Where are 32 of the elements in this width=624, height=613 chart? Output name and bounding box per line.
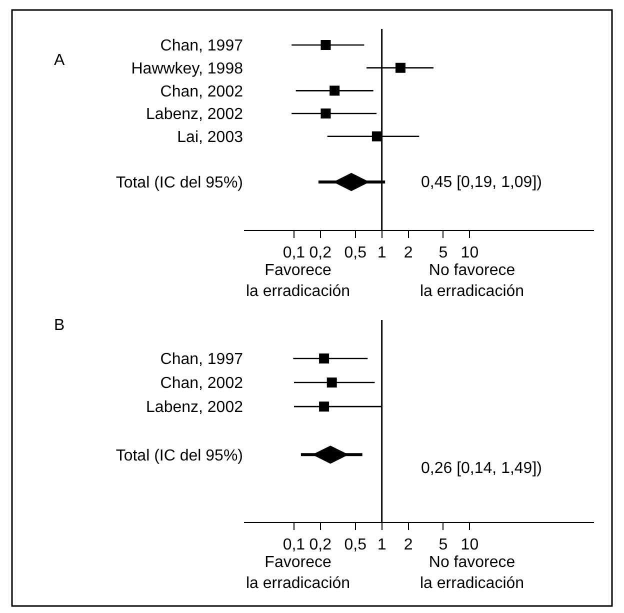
text: B <box>54 317 65 334</box>
y-tick-label: Chan, 2002 <box>160 83 244 100</box>
y-tick-label: Chan, 2002 <box>160 375 244 392</box>
x-tick-label: 0,5 <box>344 244 367 262</box>
x-tick-label: 5 <box>438 536 448 554</box>
x-tick-label: 0,2 <box>309 244 332 262</box>
x-tick-label: 1 <box>377 244 386 262</box>
x-tick-label: 0,1 <box>282 244 306 262</box>
annotation: 0,26 [0,14, 1,49]) <box>421 460 542 477</box>
y-tick-label: Chan, 1997 <box>160 351 244 368</box>
text: Favorece la erradicación <box>246 262 350 300</box>
x-tick-label: 10 <box>460 536 479 554</box>
text: Favorece la erradicación <box>246 554 350 592</box>
text: No favorece la erradicación <box>420 262 524 300</box>
x-tick-label: 5 <box>438 244 448 262</box>
y-tick-label: Total (IC del 95%) <box>116 447 243 464</box>
x-tick-label: 1 <box>377 536 386 554</box>
y-tick-label: Hawwkey, 1998 <box>131 60 244 78</box>
x-tick-label: 10 <box>460 244 479 262</box>
x-tick-label: 2 <box>404 244 413 262</box>
y-tick-label: Total (IC del 95%) <box>116 174 243 192</box>
x-tick-label: 2 <box>404 536 413 554</box>
text: A <box>54 52 65 69</box>
y-tick-label: Lai, 2003 <box>177 128 244 146</box>
x-tick-label: 0,5 <box>344 536 367 554</box>
y-tick-label: Chan, 1997 <box>160 38 244 55</box>
annotation: 0,45 [0,19, 1,09]) <box>421 174 542 191</box>
y-tick-label: Labenz, 2002 <box>146 106 244 124</box>
x-tick-label: 0,1 <box>282 536 306 554</box>
y-tick-label: Labenz, 2002 <box>146 399 244 416</box>
x-tick-label: 0,2 <box>309 536 332 554</box>
text: No favorece la erradicación <box>420 554 524 592</box>
